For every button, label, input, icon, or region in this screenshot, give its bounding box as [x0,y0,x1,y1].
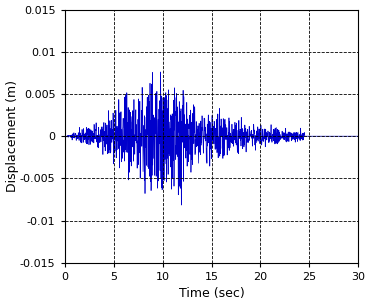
Y-axis label: Displacement (m): Displacement (m) [6,80,19,192]
X-axis label: Time (sec): Time (sec) [179,287,244,300]
